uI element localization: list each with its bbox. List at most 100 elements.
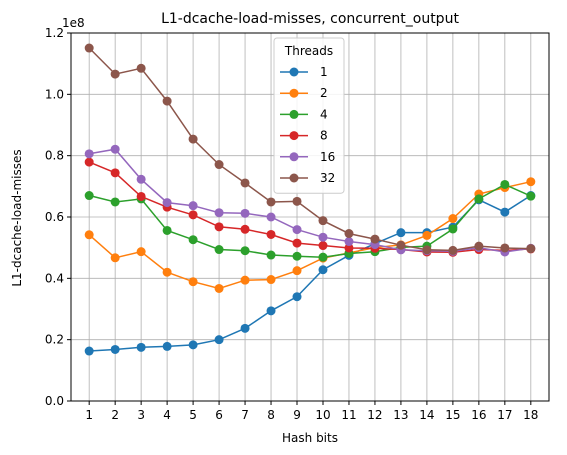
data-point bbox=[240, 246, 250, 256]
data-point bbox=[162, 225, 172, 235]
data-point bbox=[84, 346, 94, 356]
legend-label: 32 bbox=[320, 171, 335, 185]
legend-swatch-marker bbox=[289, 131, 299, 141]
x-axis-label: Hash bits bbox=[282, 431, 338, 445]
data-point bbox=[240, 275, 250, 285]
legend-swatch-marker bbox=[289, 67, 299, 77]
data-point bbox=[110, 344, 120, 354]
legend-label: 1 bbox=[320, 65, 328, 79]
x-tick-label: 10 bbox=[315, 408, 330, 422]
data-point bbox=[136, 174, 146, 184]
data-point bbox=[474, 194, 484, 204]
data-point bbox=[448, 245, 458, 255]
data-point bbox=[292, 238, 302, 248]
series-layer bbox=[84, 43, 536, 356]
data-point bbox=[344, 229, 354, 239]
series-1 bbox=[84, 191, 536, 356]
y-tick-label: 0.8 bbox=[45, 149, 64, 163]
data-point bbox=[188, 340, 198, 350]
y-tick-label: 0.0 bbox=[45, 394, 64, 408]
data-point bbox=[344, 243, 354, 253]
legend-entry: 1 bbox=[280, 65, 328, 79]
x-tick-label: 4 bbox=[163, 408, 171, 422]
y-tick-label: 0.4 bbox=[45, 271, 64, 285]
legend-label: 4 bbox=[320, 107, 328, 121]
data-point bbox=[292, 251, 302, 261]
legend-entry: 4 bbox=[280, 107, 328, 121]
data-point bbox=[188, 235, 198, 245]
data-point bbox=[370, 234, 380, 244]
x-tick-label: 12 bbox=[367, 408, 382, 422]
data-point bbox=[396, 228, 406, 238]
x-tick-label: 13 bbox=[393, 408, 408, 422]
data-point bbox=[318, 252, 328, 262]
data-point bbox=[292, 292, 302, 302]
x-tick-label: 3 bbox=[137, 408, 145, 422]
data-point bbox=[500, 243, 510, 253]
legend-swatch-marker bbox=[289, 152, 299, 162]
data-point bbox=[318, 265, 328, 275]
data-point bbox=[266, 229, 276, 239]
chart-title: L1-dcache-load-misses, concurrent_output bbox=[161, 11, 459, 27]
legend-entry: 8 bbox=[280, 129, 328, 143]
legend-swatch-marker bbox=[289, 109, 299, 119]
y-tick-label: 1.2 bbox=[45, 26, 64, 40]
data-point bbox=[214, 222, 224, 232]
y-tick-label: 0.2 bbox=[45, 333, 64, 347]
data-point bbox=[110, 253, 120, 263]
data-point bbox=[188, 134, 198, 144]
data-point bbox=[266, 275, 276, 285]
x-tick-label: 15 bbox=[445, 408, 460, 422]
data-point bbox=[136, 342, 146, 352]
legend-swatch-marker bbox=[289, 88, 299, 98]
x-tick-label: 1 bbox=[85, 408, 93, 422]
data-point bbox=[266, 306, 276, 316]
data-point bbox=[84, 149, 94, 159]
data-point bbox=[162, 198, 172, 208]
legend-entry: 32 bbox=[280, 171, 335, 185]
data-point bbox=[318, 216, 328, 226]
legend: Threads 1 2 4 8 16 32 bbox=[273, 37, 345, 194]
series-line bbox=[89, 194, 532, 352]
y-axis-label: L1-dcache-load-misses bbox=[10, 149, 24, 286]
x-tick-label: 9 bbox=[293, 408, 301, 422]
data-point bbox=[162, 96, 172, 106]
data-point bbox=[526, 177, 536, 187]
data-point bbox=[266, 197, 276, 207]
legend-entry: 2 bbox=[280, 86, 328, 100]
data-point bbox=[292, 196, 302, 206]
data-point bbox=[84, 191, 94, 201]
legend-box bbox=[273, 37, 345, 194]
data-point bbox=[474, 241, 484, 251]
y-tick-label: 0.6 bbox=[45, 210, 64, 224]
data-point bbox=[136, 247, 146, 257]
data-point bbox=[110, 168, 120, 178]
data-point bbox=[84, 157, 94, 167]
data-point bbox=[188, 277, 198, 287]
data-point bbox=[84, 43, 94, 53]
x-tick-label: 18 bbox=[523, 408, 538, 422]
data-point bbox=[214, 245, 224, 255]
data-point bbox=[162, 267, 172, 277]
data-point bbox=[422, 245, 432, 255]
series-line bbox=[89, 183, 532, 258]
legend-title: Threads bbox=[284, 44, 333, 58]
data-point bbox=[110, 69, 120, 79]
data-point bbox=[266, 212, 276, 222]
data-point bbox=[448, 224, 458, 234]
data-point bbox=[240, 224, 250, 234]
x-axis: 1 2 3 4 5 6 7 8 9 10 11 12 13 14 15 16 17 18 bbox=[85, 401, 538, 422]
data-point bbox=[266, 250, 276, 260]
data-point bbox=[110, 144, 120, 154]
data-point bbox=[136, 191, 146, 201]
legend-label: 16 bbox=[320, 150, 335, 164]
legend-label: 2 bbox=[320, 86, 328, 100]
data-point bbox=[318, 241, 328, 251]
legend-label: 8 bbox=[320, 129, 328, 143]
data-point bbox=[526, 191, 536, 201]
x-tick-label: 2 bbox=[111, 408, 119, 422]
data-point bbox=[84, 230, 94, 240]
data-point bbox=[396, 240, 406, 250]
data-point bbox=[500, 207, 510, 217]
